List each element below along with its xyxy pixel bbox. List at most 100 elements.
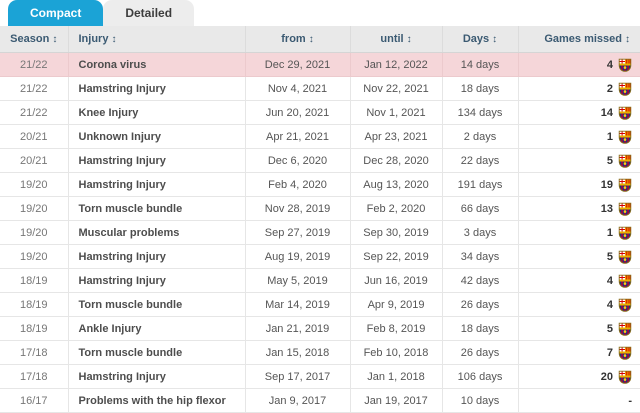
fc-barcelona-crest-icon[interactable] <box>618 130 632 144</box>
fc-barcelona-crest-icon[interactable] <box>618 106 632 120</box>
column-label: Days <box>462 33 490 45</box>
from-date-cell: Aug 19, 2019 <box>245 244 351 269</box>
days-cell: 18 days <box>442 76 519 101</box>
until-date-cell: Dec 28, 2020 <box>350 148 443 173</box>
tab-compact[interactable]: Compact <box>8 0 104 26</box>
days-cell: 10 days <box>442 388 519 413</box>
days-cell: 26 days <box>442 292 519 317</box>
games-missed-cell: 5 <box>518 148 640 173</box>
fc-barcelona-crest-icon[interactable] <box>618 226 632 240</box>
games-missed-cell: 4 <box>518 268 640 293</box>
from-date-cell: May 5, 2019 <box>245 268 351 293</box>
injury-cell: Hamstring Injury <box>68 76 246 101</box>
table-row: 21/22 Knee Injury Jun 20, 2021 Nov 1, 20… <box>0 100 640 125</box>
season-cell: 19/20 <box>0 172 69 197</box>
games-missed-value: 20 <box>600 370 613 383</box>
until-date-cell: Nov 22, 2021 <box>350 76 443 101</box>
from-date-cell: Jun 20, 2021 <box>245 100 351 125</box>
games-missed-value: 1 <box>606 226 613 239</box>
games-missed-value: 5 <box>606 322 613 335</box>
days-cell: 14 days <box>442 52 519 77</box>
from-date-cell: Feb 4, 2020 <box>245 172 351 197</box>
table-row: 21/22 Hamstring Injury Nov 4, 2021 Nov 2… <box>0 76 640 101</box>
until-date-cell: Jun 16, 2019 <box>350 268 443 293</box>
table-row: 20/21 Hamstring Injury Dec 6, 2020 Dec 2… <box>0 148 640 173</box>
season-cell: 20/21 <box>0 124 69 149</box>
injury-table: Season ↕ Injury ↕ from ↕ until ↕ Days ↕ Games… <box>0 26 640 413</box>
injury-cell: Muscular problems <box>68 220 246 245</box>
column-header-season[interactable]: Season ↕ <box>0 26 69 53</box>
games-missed-cell: - <box>518 388 640 413</box>
fc-barcelona-crest-icon[interactable] <box>618 178 632 192</box>
sort-arrows-icon: ↕ <box>625 34 630 45</box>
table-row: 19/20 Torn muscle bundle Nov 28, 2019 Fe… <box>0 196 640 221</box>
table-row: 17/18 Torn muscle bundle Jan 15, 2018 Fe… <box>0 340 640 365</box>
fc-barcelona-crest-icon[interactable] <box>618 370 632 384</box>
days-cell: 34 days <box>442 244 519 269</box>
table-row: 21/22 Corona virus Dec 29, 2021 Jan 12, … <box>0 52 640 77</box>
from-date-cell: Mar 14, 2019 <box>245 292 351 317</box>
sort-arrows-icon: ↕ <box>492 34 498 45</box>
season-cell: 18/19 <box>0 268 69 293</box>
season-cell: 17/18 <box>0 364 69 389</box>
column-label: until <box>380 33 404 45</box>
fc-barcelona-crest-icon[interactable] <box>618 154 632 168</box>
injury-cell: Corona virus <box>68 52 246 77</box>
column-header-injury[interactable]: Injury ↕ <box>68 26 246 53</box>
games-missed-value: - <box>628 394 632 407</box>
games-missed-value: 5 <box>606 154 613 167</box>
games-missed-cell: 4 <box>518 292 640 317</box>
sort-arrows-icon: ↕ <box>406 34 412 45</box>
table-row: 19/20 Hamstring Injury Feb 4, 2020 Aug 1… <box>0 172 640 197</box>
games-missed-value: 5 <box>606 250 613 263</box>
table-row: 20/21 Unknown Injury Apr 21, 2021 Apr 23… <box>0 124 640 149</box>
column-header-games-missed[interactable]: Games missed ↕ <box>518 26 640 53</box>
from-date-cell: Sep 27, 2019 <box>245 220 351 245</box>
games-missed-value: 13 <box>600 202 613 215</box>
column-header-from[interactable]: from ↕ <box>245 26 351 53</box>
fc-barcelona-crest-icon[interactable] <box>618 58 632 72</box>
fc-barcelona-crest-icon[interactable] <box>618 250 632 264</box>
days-cell: 42 days <box>442 268 519 293</box>
column-header-until[interactable]: until ↕ <box>350 26 443 53</box>
until-date-cell: Aug 13, 2020 <box>350 172 443 197</box>
until-date-cell: Apr 23, 2021 <box>350 124 443 149</box>
injury-cell: Hamstring Injury <box>68 244 246 269</box>
games-missed-cell: 2 <box>518 76 640 101</box>
until-date-cell: Jan 12, 2022 <box>350 52 443 77</box>
table-row: 18/19 Ankle Injury Jan 21, 2019 Feb 8, 2… <box>0 316 640 341</box>
fc-barcelona-crest-icon[interactable] <box>618 298 632 312</box>
fc-barcelona-crest-icon[interactable] <box>618 346 632 360</box>
fc-barcelona-crest-icon[interactable] <box>618 82 632 96</box>
days-cell: 18 days <box>442 316 519 341</box>
fc-barcelona-crest-icon[interactable] <box>618 274 632 288</box>
injury-cell: Ankle Injury <box>68 316 246 341</box>
season-cell: 17/18 <box>0 340 69 365</box>
column-header-days[interactable]: Days ↕ <box>442 26 519 53</box>
games-missed-cell: 4 <box>518 52 640 77</box>
until-date-cell: Feb 2, 2020 <box>350 196 443 221</box>
table-row: 19/20 Hamstring Injury Aug 19, 2019 Sep … <box>0 244 640 269</box>
sort-arrows-icon: ↕ <box>111 34 117 45</box>
until-date-cell: Nov 1, 2021 <box>350 100 443 125</box>
days-cell: 134 days <box>442 100 519 125</box>
table-row: 18/19 Torn muscle bundle Mar 14, 2019 Ap… <box>0 292 640 317</box>
column-label: from <box>281 33 306 45</box>
games-missed-value: 4 <box>606 58 613 71</box>
from-date-cell: Dec 6, 2020 <box>245 148 351 173</box>
table-row: 17/18 Hamstring Injury Sep 17, 2017 Jan … <box>0 364 640 389</box>
games-missed-value: 19 <box>600 178 613 191</box>
until-date-cell: Feb 10, 2018 <box>350 340 443 365</box>
fc-barcelona-crest-icon[interactable] <box>618 202 632 216</box>
tab-detailed[interactable]: Detailed <box>103 0 195 26</box>
days-cell: 191 days <box>442 172 519 197</box>
from-date-cell: Sep 17, 2017 <box>245 364 351 389</box>
season-cell: 16/17 <box>0 388 69 413</box>
injury-cell: Torn muscle bundle <box>68 196 246 221</box>
fc-barcelona-crest-icon[interactable] <box>618 322 632 336</box>
games-missed-value: 7 <box>606 346 613 359</box>
days-cell: 106 days <box>442 364 519 389</box>
from-date-cell: Nov 4, 2021 <box>245 76 351 101</box>
column-label: Games missed <box>544 33 622 45</box>
